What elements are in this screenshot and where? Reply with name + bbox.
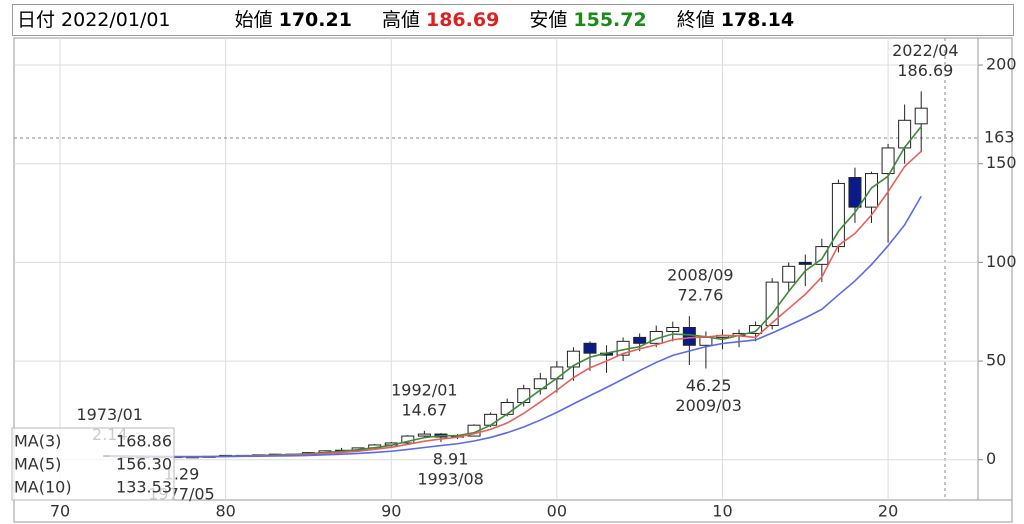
candle-body xyxy=(815,246,829,265)
candle-body xyxy=(865,173,879,208)
candle-body xyxy=(798,261,812,265)
candle-body xyxy=(417,433,431,437)
high-date-label: 1973/01 xyxy=(76,405,142,424)
legend-name: MA(3) xyxy=(14,432,61,451)
date: 2022/01/01 xyxy=(61,9,171,31)
candle-body xyxy=(898,119,912,149)
legend-box xyxy=(11,427,175,501)
close-label: 終値 xyxy=(676,9,715,31)
legend-name: MA(10) xyxy=(14,478,72,497)
candle-body xyxy=(848,177,862,208)
y-tick-label: 200 xyxy=(986,55,1017,74)
y-tick-label: 100 xyxy=(986,252,1017,271)
candle-body xyxy=(500,402,514,415)
high: 186.69 xyxy=(425,9,500,31)
legend-value: 156.30 xyxy=(116,455,172,474)
x-tick-label: 70 xyxy=(50,502,70,521)
y-tick-label: 50 xyxy=(986,351,1006,370)
open-label: 始値 xyxy=(234,9,273,31)
legend: MA(3) 168.86 MA(5) 156.30 MA(10) 133.53 xyxy=(11,427,175,501)
x-tick-label: 90 xyxy=(381,502,401,521)
low-value-label: 8.91 xyxy=(433,450,469,469)
x-tick-label: 80 xyxy=(215,502,235,521)
low-date-label: 1993/08 xyxy=(417,470,483,489)
candle-body xyxy=(682,327,696,346)
x-tick-label: 20 xyxy=(878,502,898,521)
date-label: 日付 xyxy=(17,9,56,31)
open: 170.21 xyxy=(278,9,352,31)
candle-body xyxy=(550,366,564,380)
candle-body xyxy=(699,336,713,346)
legend-name: MA(5) xyxy=(14,455,61,474)
high-date-label: 1992/01 xyxy=(391,380,457,399)
low-label: 安値 xyxy=(529,9,568,31)
candle-body xyxy=(749,325,763,334)
legend-value: 133.53 xyxy=(116,478,172,497)
high-value-label: 72.76 xyxy=(677,286,723,305)
candle-body xyxy=(765,281,779,327)
high-date-label: 2008/09 xyxy=(667,266,733,285)
high-value-label: 186.69 xyxy=(897,61,953,80)
candle-body xyxy=(914,107,928,125)
info-bar: 日付 2022/01/01 始値 170.21 高値 186.69 安値 155.72 … xyxy=(12,4,1014,36)
y-axis-panel xyxy=(977,37,1013,501)
high-value-label: 14.67 xyxy=(401,400,447,419)
x-axis-panel xyxy=(13,499,1013,523)
candle-body xyxy=(533,378,547,390)
candle-body xyxy=(633,336,647,344)
low-value-label: 46.25 xyxy=(686,376,732,395)
candle-body xyxy=(583,342,597,354)
close: 178.14 xyxy=(720,9,795,31)
x-tick-label: 00 xyxy=(547,502,567,521)
price-marker-label: 163 xyxy=(984,128,1015,147)
candle-body xyxy=(881,147,895,175)
candle-body xyxy=(782,265,796,283)
candle-body xyxy=(566,350,580,368)
high-date-label: 2022/04 xyxy=(892,41,958,60)
candle-body xyxy=(666,327,680,332)
legend-value: 168.86 xyxy=(116,432,172,451)
x-tick-label: 10 xyxy=(712,502,732,521)
y-tick-label: 150 xyxy=(986,153,1017,172)
candle-body xyxy=(484,413,498,426)
ma-line xyxy=(109,195,922,458)
low-date-label: 2009/03 xyxy=(675,396,741,415)
y-tick-label: 0 xyxy=(986,449,996,468)
candle-body xyxy=(517,388,531,404)
high-label: 高値 xyxy=(381,9,420,31)
low: 155.72 xyxy=(573,9,647,31)
